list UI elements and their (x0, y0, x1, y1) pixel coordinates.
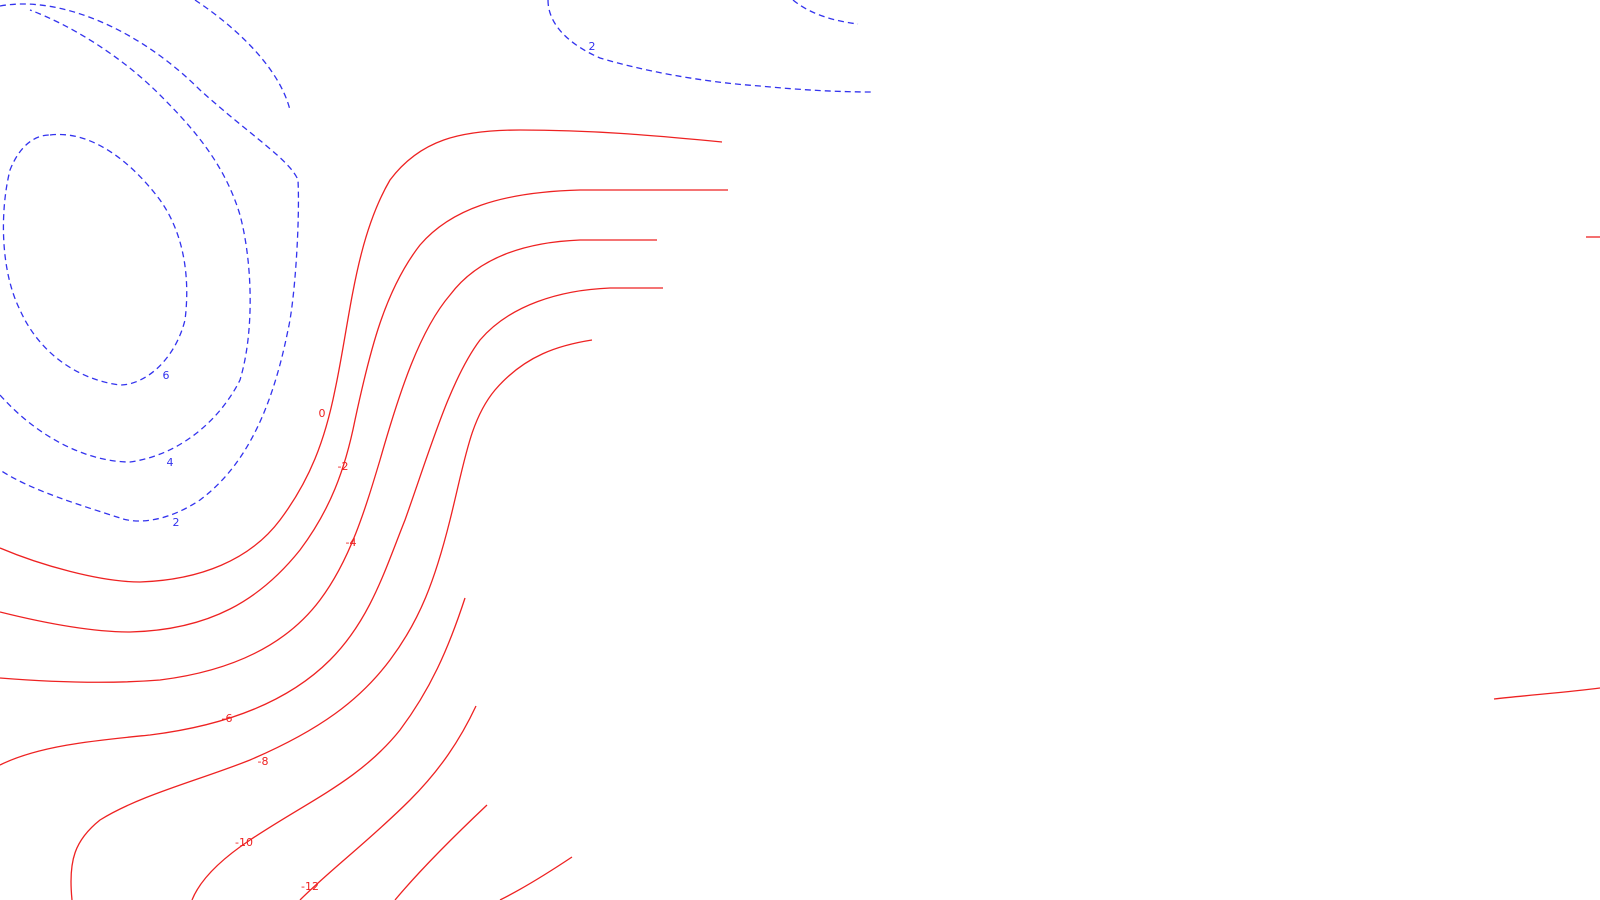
contour-line-minus4 (0, 239, 657, 683)
contour-label-minus2: -2 (338, 460, 349, 473)
contour-label-minus8: -8 (258, 755, 269, 768)
contour-label-2-top: 2 (589, 40, 596, 53)
contour-label-6: 6 (163, 369, 170, 382)
contour-line-minus10 (191, 597, 466, 900)
contour-line-2-main (0, 3, 300, 522)
contour-line-minus14 (394, 804, 488, 900)
contour-label-0: 0 (319, 407, 326, 420)
contour-line-minus8 (70, 339, 593, 900)
contour-label-minus12: -12 (301, 880, 319, 893)
contour-line-4-loop (0, 9, 251, 463)
contour-label-minus4: -4 (346, 536, 357, 549)
contour-line-2-top (547, 0, 873, 93)
contour-label-4: 4 (167, 456, 174, 469)
contour-line-right-bottom (1493, 687, 1600, 700)
contour-line-minus12 (299, 705, 477, 900)
contour-line-0 (0, 129, 723, 583)
contour-line-minus16 (499, 856, 573, 900)
contour-line-minus6 (0, 287, 663, 766)
contour-line-minus2 (0, 189, 728, 633)
contour-line-2-top-small (792, 0, 859, 25)
contour-line-6 (2, 133, 188, 386)
contour-label-2: 2 (173, 516, 180, 529)
contour-line-4 (194, 0, 291, 111)
contour-label-minus6: -6 (222, 712, 233, 725)
contour-label-minus10: -10 (235, 836, 253, 849)
